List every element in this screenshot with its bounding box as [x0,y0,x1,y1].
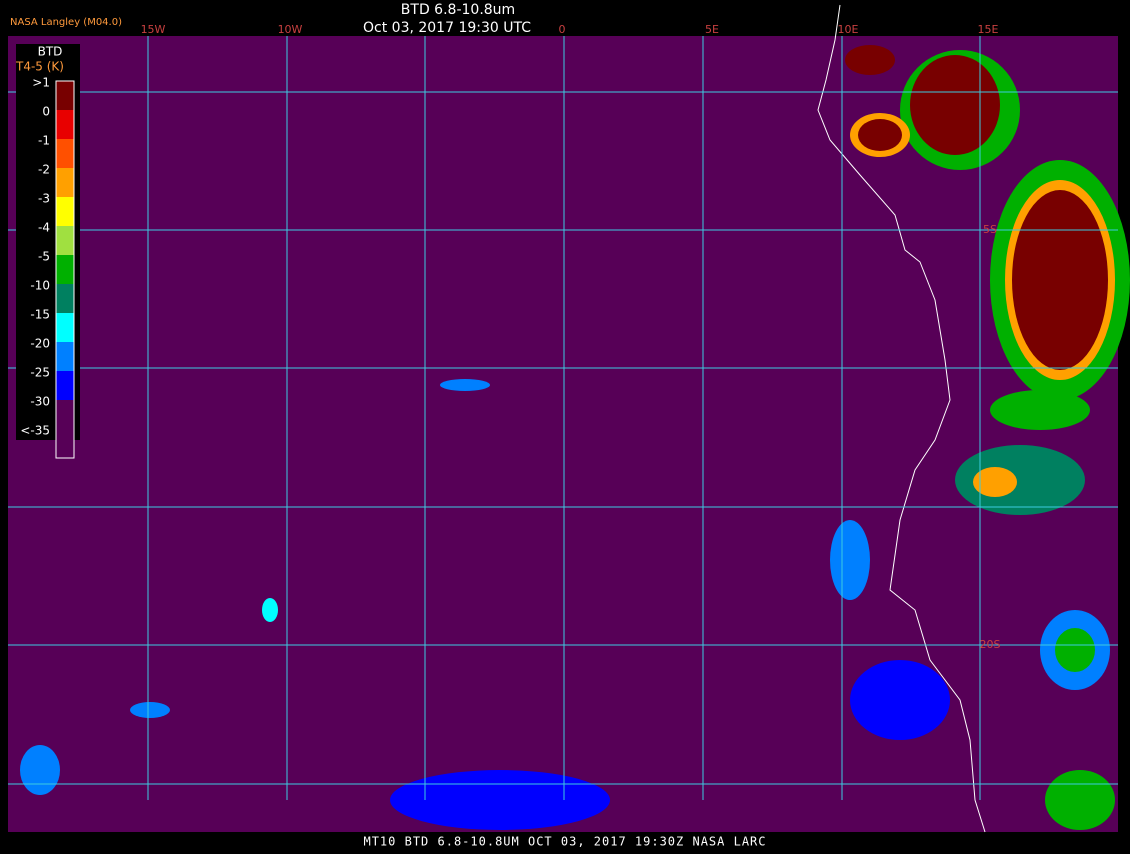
source-label: NASA Langley (M04.0) [10,17,122,28]
legend-swatch [56,226,74,255]
legend-swatch [56,429,74,458]
legend-label: -10 [30,279,50,293]
legend-label: -1 [38,134,50,148]
cloud [955,445,1085,515]
cloud [1012,190,1108,370]
cloud [20,745,60,795]
legend-swatch [56,313,74,342]
coastline [817,4,986,833]
cloud-field [20,45,1130,830]
cloud [845,45,895,75]
image-time: Oct 03, 2017 19:30 UTC [363,20,531,36]
cloud [390,770,610,830]
legend-swatch [56,168,74,197]
legend-swatch [56,197,74,226]
cloud [910,55,1000,155]
longitude-label: 15E [978,23,999,36]
cloud [1045,770,1115,830]
legend-outline [55,80,75,459]
legend-label: -15 [30,308,50,322]
image-title: BTD 6.8-10.8um [401,2,515,18]
legend-swatch [56,139,74,168]
cloud [850,660,950,740]
legend-label: <-35 [20,424,50,438]
latitude-label: 20S [980,638,1001,651]
graticule [8,36,1118,800]
longitude-label: 10W [278,23,303,36]
legend-label: -25 [30,366,50,380]
legend-swatch [56,284,74,313]
legend-label: 0 [42,105,50,119]
cloud [830,520,870,600]
cloud [1055,628,1095,672]
legend-unit: T4-5 (K) [15,60,64,74]
legend-swatch [56,110,74,139]
legend-label: -4 [38,221,50,235]
longitude-label: 10E [838,23,859,36]
legend-label: -30 [30,395,50,409]
legend-label: -20 [30,337,50,351]
longitude-label: 5E [705,23,719,36]
legend-swatch [56,81,74,110]
legend-scale: >1 0 -1 -2 -3 -4 -5 -10 -15 -20 -25 -30 <-35 [20,76,75,459]
legend-swatch [56,400,74,429]
legend-label: -3 [38,192,50,206]
footer: MT10 BTD 6.8-10.8UM OCT 03, 2017 19:30Z … [363,835,766,849]
cloud [973,467,1017,497]
longitude-label: 15W [141,23,166,36]
legend-label: -5 [38,250,50,264]
latitude-label: 5S [983,223,997,236]
cloud [262,598,278,622]
legend-swatch [56,371,74,400]
cloud [130,702,170,718]
cloud [858,119,902,151]
legend-swatch [56,342,74,371]
legend-title: BTD [38,45,63,59]
legend-swatch [56,255,74,284]
legend-label: -2 [38,163,50,177]
longitude-label: 0 [559,23,566,36]
legend-label: >1 [32,76,50,90]
cloud [990,390,1090,430]
cloud [440,379,490,391]
